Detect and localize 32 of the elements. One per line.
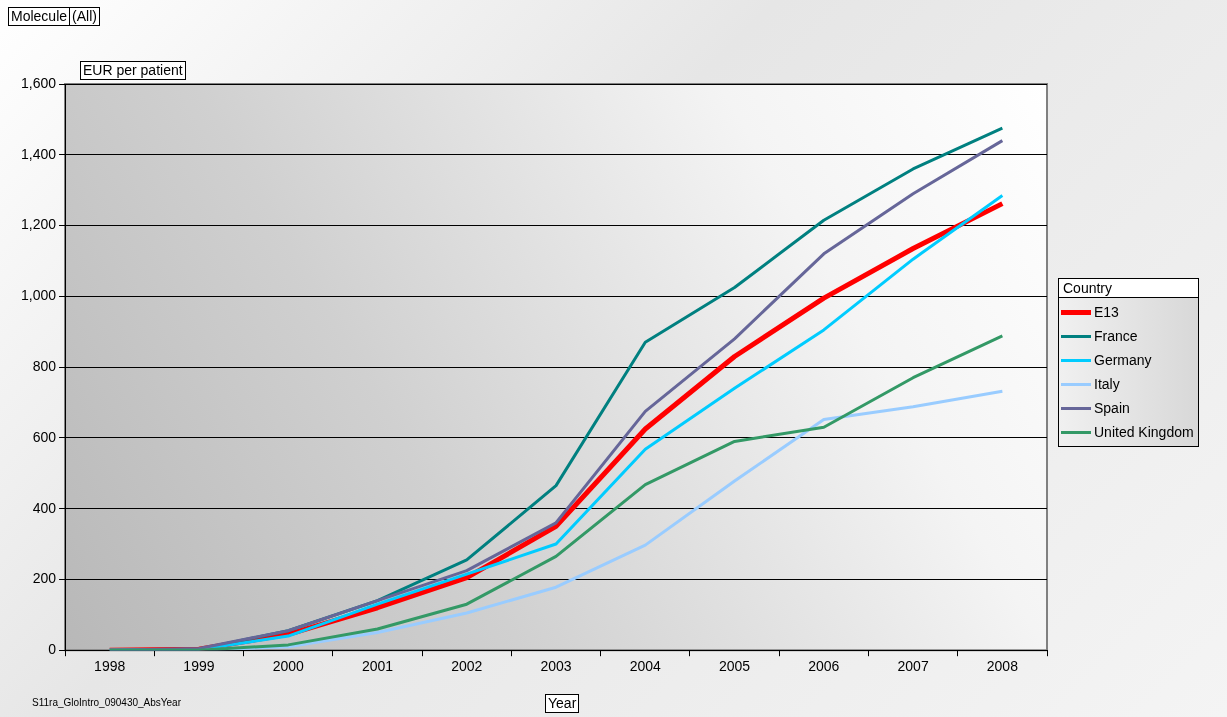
y-tick-label: 600 (32, 428, 57, 445)
legend-label: United Kingdom (1094, 424, 1194, 440)
x-tick-label: 2006 (808, 658, 840, 675)
legend-label: E13 (1094, 304, 1119, 320)
x-tick-label: 2007 (897, 658, 929, 675)
x-tick-label: 2008 (986, 658, 1019, 675)
text: (All) (70, 7, 100, 26)
y-tick-label: 400 (32, 499, 57, 516)
legend-label: Italy (1094, 376, 1120, 392)
y-tick-label: 800 (32, 357, 57, 374)
y-tick-label: 0 (48, 641, 57, 658)
y-tick-label: 1,600 (20, 74, 57, 91)
legend-title: Country (1059, 279, 1198, 298)
x-tick-label: 2002 (451, 658, 483, 675)
x-tick-label: 2003 (540, 658, 572, 675)
x-tick-label: 2005 (718, 658, 751, 675)
legend-label: Germany (1094, 352, 1152, 368)
y-tick-label: 200 (32, 570, 57, 587)
legend-label: France (1094, 328, 1138, 344)
x-tick-label: 2000 (272, 658, 304, 675)
x-tick-label: 2001 (361, 658, 394, 675)
x-tick-label: 1999 (183, 658, 215, 675)
y-tick-label: 1,200 (20, 216, 57, 233)
text: Molecule (8, 7, 71, 26)
y-axis-title: EUR per patient (80, 61, 186, 80)
y-tick-label: 1,400 (20, 145, 57, 162)
x-tick-label: 2004 (629, 658, 662, 675)
x-axis-title: Year (545, 694, 580, 713)
legend-label: Spain (1094, 400, 1130, 416)
text: S11ra_GloIntro_090430_AbsYear (32, 697, 182, 708)
y-tick-label: 1,000 (20, 287, 57, 304)
x-tick-label: 1998 (94, 658, 126, 675)
